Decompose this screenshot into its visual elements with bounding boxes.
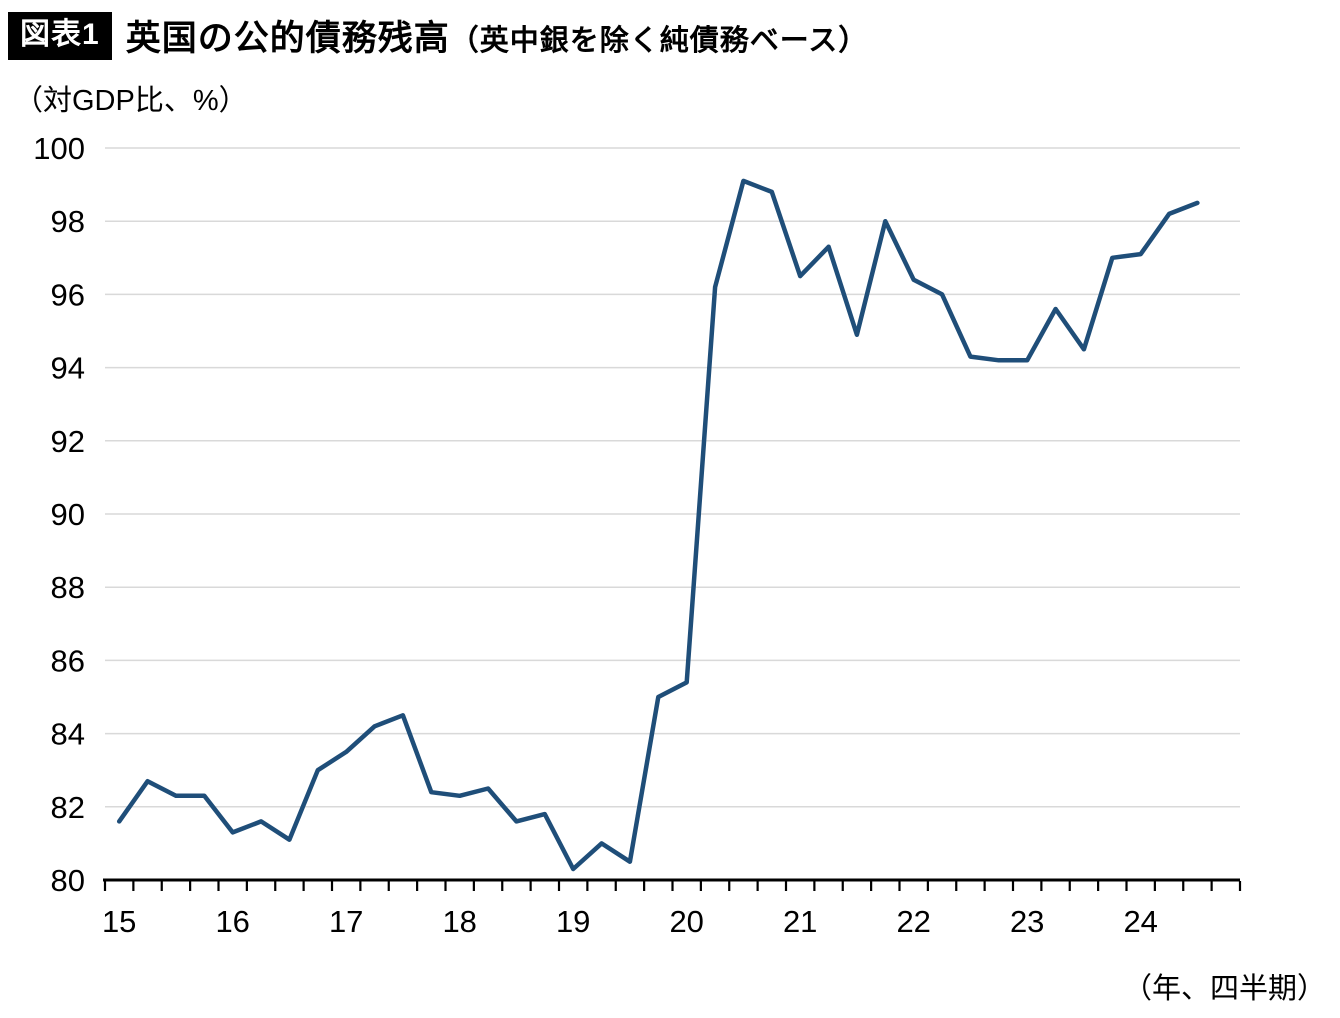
x-tick-label: 15 bbox=[102, 904, 136, 939]
y-tick-label: 82 bbox=[51, 790, 85, 825]
debt-ratio-line bbox=[116, 178, 1200, 872]
x-tick-label: 24 bbox=[1123, 904, 1157, 939]
y-tick-label: 100 bbox=[33, 131, 85, 166]
figure-title-main: 英国の公的債務残高 bbox=[125, 19, 450, 58]
y-tick-label: 96 bbox=[51, 277, 85, 312]
figure-title: 英国の公的債務残高（英中銀を除く純債務ベース） bbox=[126, 10, 869, 61]
axis-labels: 80 82 84 86 88 90 92 94 96 98 100 15 16 17 18 19 20 21 22 2… bbox=[33, 131, 1158, 939]
x-tick-label: 20 bbox=[669, 904, 703, 939]
y-tick-label: 94 bbox=[51, 351, 85, 386]
x-tick-label: 18 bbox=[442, 904, 476, 939]
figure-badge: 図表1 bbox=[8, 11, 112, 60]
y-tick-label: 80 bbox=[51, 863, 85, 898]
gridlines bbox=[105, 147, 1240, 808]
x-tick-label: 22 bbox=[896, 904, 930, 939]
figure-header: 図表1 英国の公的債務残高（英中銀を除く純債務ベース） bbox=[8, 10, 868, 61]
x-tick-label: 16 bbox=[215, 904, 249, 939]
y-tick-label: 84 bbox=[51, 717, 85, 752]
x-axis-unit-label: （年、四半期） bbox=[1123, 972, 1326, 1005]
figure-title-note: （英中銀を除く純債務ベース） bbox=[449, 25, 869, 57]
axes bbox=[103, 878, 1242, 891]
x-tick-label: 17 bbox=[329, 904, 363, 939]
x-tick-label: 21 bbox=[783, 904, 817, 939]
y-tick-label: 88 bbox=[51, 570, 85, 605]
y-tick-label: 98 bbox=[51, 204, 85, 239]
y-tick-label: 92 bbox=[51, 424, 85, 459]
x-tick-label: 23 bbox=[1010, 904, 1044, 939]
x-tick-label: 19 bbox=[556, 904, 590, 939]
data-series bbox=[116, 178, 1200, 872]
y-tick-label: 86 bbox=[51, 643, 85, 678]
y-tick-label: 90 bbox=[51, 497, 85, 532]
y-axis-unit-label: （対GDP比、%） bbox=[14, 84, 248, 117]
